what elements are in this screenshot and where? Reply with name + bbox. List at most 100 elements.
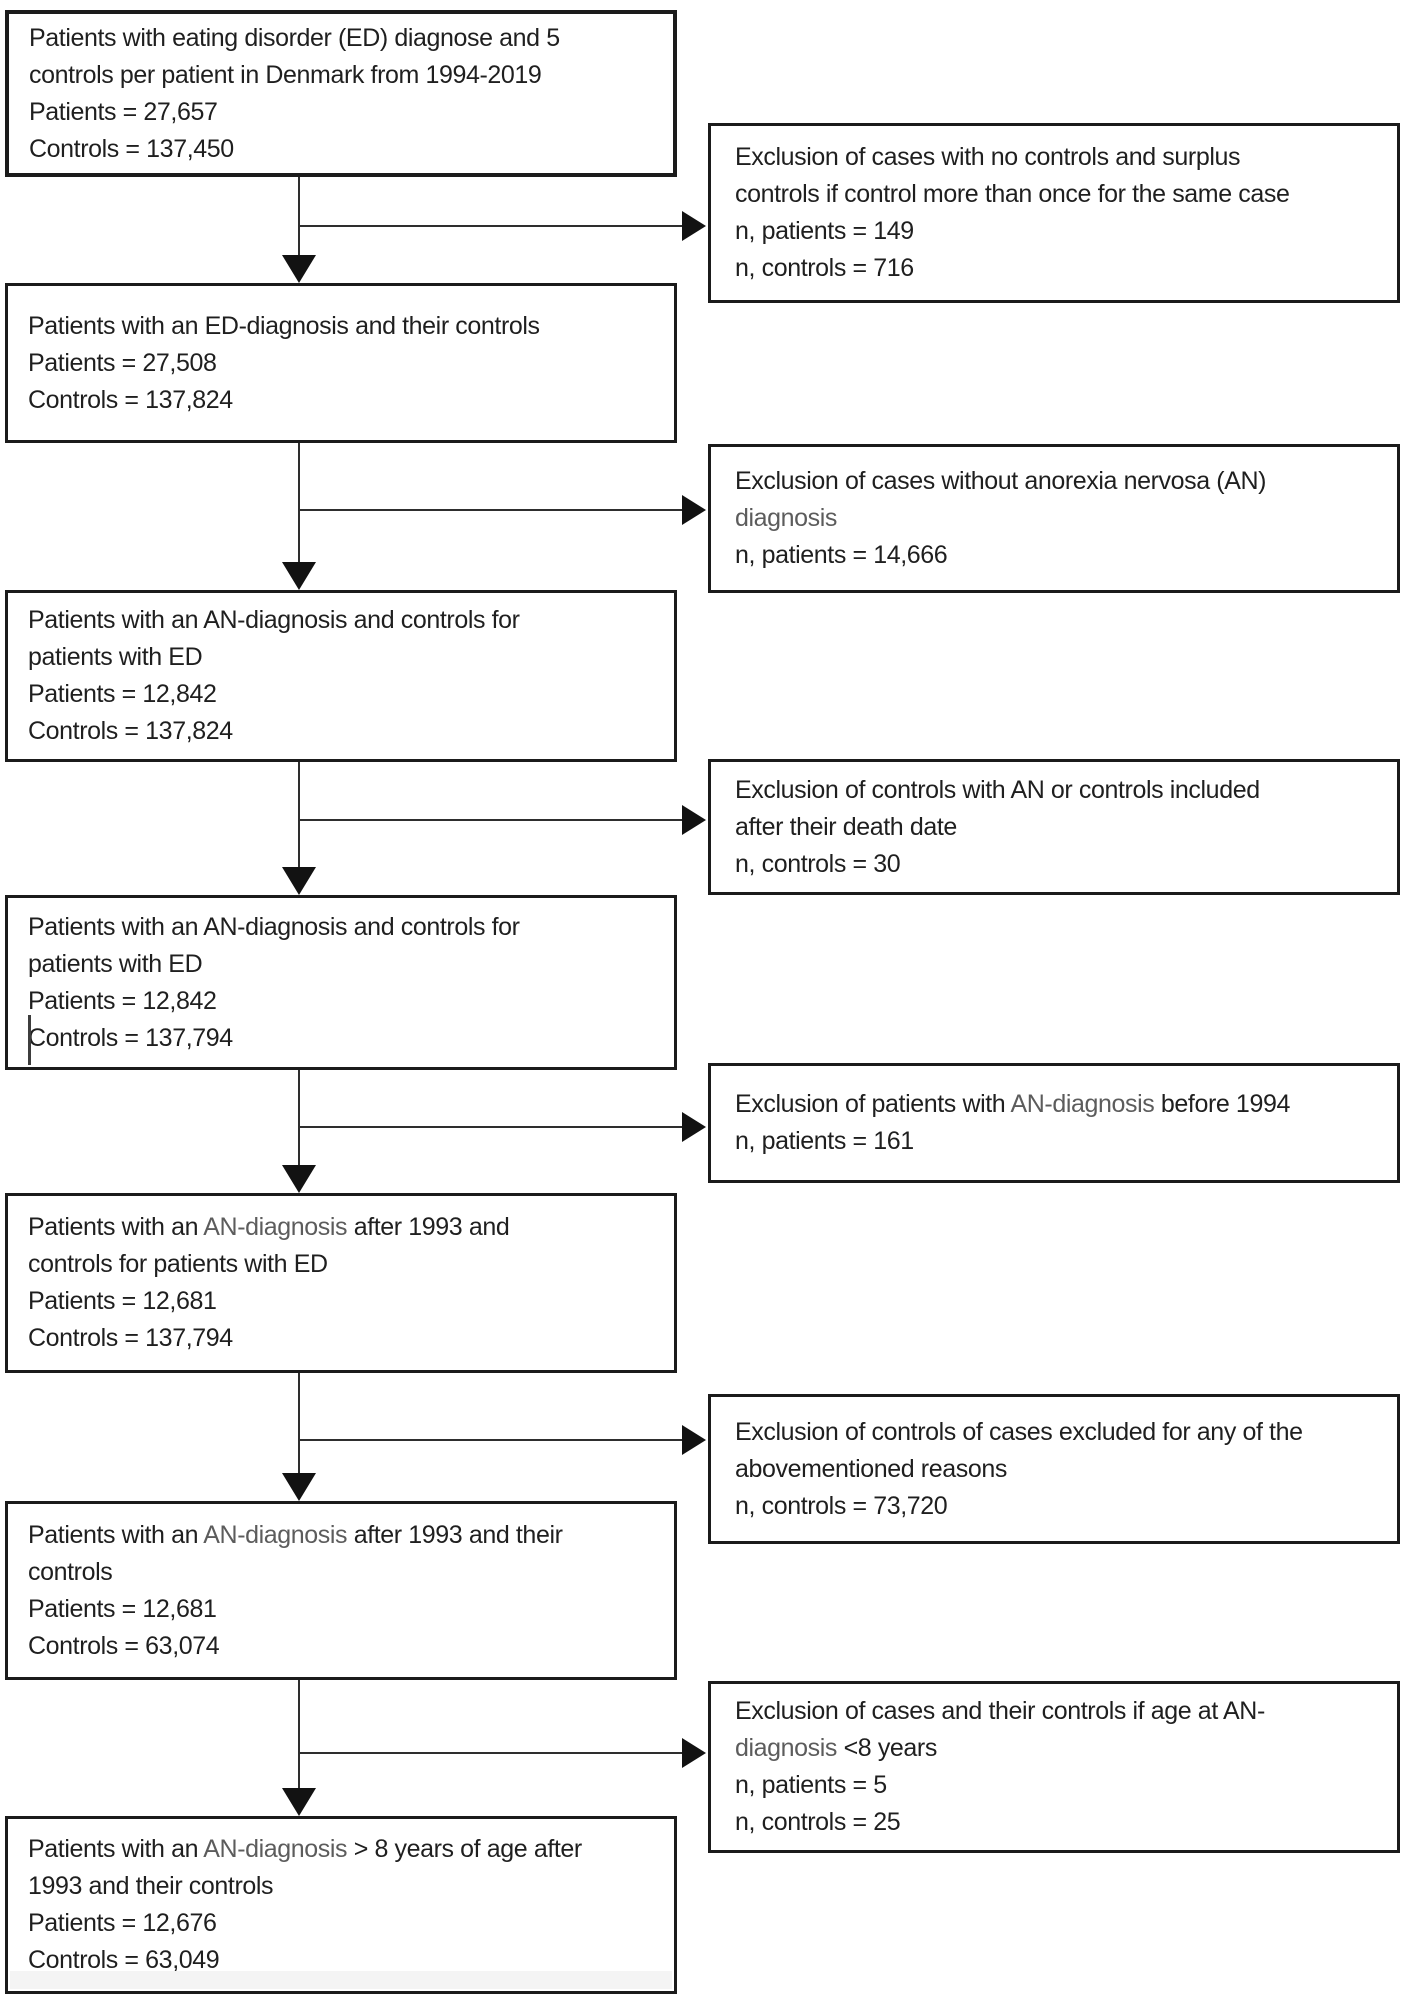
text-segment: Patients with an AN-diagnosis and contro… [28, 912, 520, 941]
arrowhead-right-4 [682, 1112, 706, 1142]
text-line: Controls = 137,450 [29, 131, 653, 168]
text-segment: Patients with an ED-diagnosis and their … [28, 311, 540, 340]
text-line: Exclusion of controls of cases excluded … [735, 1414, 1373, 1451]
arrowhead-right-3 [682, 805, 706, 835]
text-line: Exclusion of patients with AN-diagnosis … [735, 1086, 1373, 1123]
text-segment: n, controls = 30 [735, 849, 901, 878]
text-line: Patients with an AN-diagnosis and contro… [28, 909, 654, 946]
text-segment: Patients = 27,508 [28, 348, 217, 377]
exclusion-box-without-an: Exclusion of cases without anorexia nerv… [708, 444, 1400, 593]
text-segment: after 1993 and their [347, 1520, 563, 1549]
text-line: controls [28, 1554, 654, 1591]
text-segment: after 1993 and [347, 1213, 510, 1241]
flow-box-ed-diagnosis: Patients with an ED-diagnosis and their … [5, 283, 677, 443]
text-line: patients with ED [28, 639, 654, 676]
text-segment: Patients with an [28, 1835, 204, 1863]
text-line: n, patients = 5 [735, 1767, 1373, 1804]
muted-text-segment: AN-diagnosis [203, 1835, 348, 1863]
text-line: Patients = 12,681 [28, 1591, 654, 1628]
connector-branch-5 [299, 1439, 682, 1441]
text-segment: n, controls = 25 [735, 1808, 901, 1836]
flow-box-final-cohort: Patients with an AN-diagnosis > 8 years … [5, 1816, 677, 1994]
text-segment: Controls = 63,074 [28, 1631, 220, 1660]
arrowhead-down-1 [282, 255, 316, 283]
text-segment: Exclusion of cases and their controls if… [735, 1697, 1265, 1725]
arrowhead-down-4 [282, 1165, 316, 1193]
text-segment: 1993 and their controls [28, 1872, 274, 1900]
exclusion-box-controls-an-death: Exclusion of controls with AN or control… [708, 759, 1400, 895]
muted-text-segment: AN-diagnosis [1010, 1090, 1155, 1118]
text-segment: Patients with an AN-diagnosis and contro… [28, 606, 520, 634]
flow-box-source-population: Patients with eating disorder (ED) diagn… [5, 10, 677, 177]
connector-branch-4 [299, 1126, 682, 1128]
muted-text-segment: diagnosis [735, 504, 838, 532]
connector-branch-6 [299, 1752, 682, 1754]
text-segment: Controls = 63,049 [28, 1946, 220, 1974]
text-line: 1993 and their controls [28, 1868, 654, 1905]
arrowhead-down-2 [282, 562, 316, 590]
text-line: abovementioned reasons [735, 1451, 1373, 1488]
text-line: Controls = 137,794 [28, 1020, 654, 1057]
text-line: n, patients = 14,666 [735, 537, 1373, 574]
connector-down-2 [298, 443, 300, 562]
text-segment: Controls = 137,450 [29, 134, 234, 163]
text-segment: n, patients = 149 [735, 217, 914, 245]
arrowhead-down-5 [282, 1473, 316, 1501]
text-line: Patients = 27,508 [28, 345, 654, 382]
text-segment: Patients = 12,842 [28, 986, 217, 1015]
text-segment: Exclusion of cases without anorexia nerv… [735, 467, 1267, 495]
text-line: Controls = 63,049 [28, 1942, 654, 1979]
connector-branch-2 [299, 509, 682, 511]
text-line: Patients = 12,842 [28, 983, 654, 1020]
text-line: Patients = 12,842 [28, 676, 654, 713]
flow-box-an-diagnosis-controls-ed: Patients with an AN-diagnosis and contro… [5, 590, 677, 762]
exclusion-box-no-controls-surplus: Exclusion of cases with no controls and … [708, 123, 1400, 303]
text-segment: Controls = 137,824 [28, 385, 233, 414]
text-segment: controls for patients with ED [28, 1250, 328, 1278]
text-segment: Patients = 12,681 [28, 1287, 217, 1315]
exclusion-box-before-1994: Exclusion of patients with AN-diagnosis … [708, 1063, 1400, 1183]
text-segment: Exclusion of cases with no controls and … [735, 143, 1241, 171]
text-line: n, controls = 30 [735, 846, 1373, 883]
text-line: n, patients = 149 [735, 213, 1373, 250]
text-segment: patients with ED [28, 949, 203, 978]
muted-text-segment: AN-diagnosis [203, 1520, 348, 1549]
text-segment: controls [28, 1557, 113, 1586]
text-segment: n, controls = 73,720 [735, 1491, 948, 1520]
text-segment: after their death date [735, 812, 957, 841]
text-segment: Patients = 27,657 [29, 97, 218, 126]
text-cursor-artifact [28, 1015, 31, 1065]
connector-down-3 [298, 762, 300, 867]
text-segment: before 1994 [1154, 1090, 1290, 1118]
flow-box-an-diagnosis-controls-ed-2: Patients with an AN-diagnosis and contro… [5, 895, 677, 1070]
text-line: Patients with an AN-diagnosis > 8 years … [28, 1831, 654, 1868]
text-line: n, controls = 716 [735, 250, 1373, 287]
text-line: Controls = 137,794 [28, 1320, 654, 1357]
text-line: controls for patients with ED [28, 1246, 654, 1283]
text-line: Patients with eating disorder (ED) diagn… [29, 20, 653, 57]
text-segment: Patients = 12,676 [28, 1909, 217, 1937]
text-segment: Patients with eating disorder (ED) diagn… [29, 23, 560, 52]
arrowhead-right-6 [682, 1738, 706, 1768]
flow-box-an-after-1993-their-controls: Patients with an AN-diagnosis after 1993… [5, 1501, 677, 1680]
text-line: Patients with an AN-diagnosis and contro… [28, 602, 654, 639]
text-line: Controls = 63,074 [28, 1628, 654, 1665]
text-segment: n, patients = 161 [735, 1127, 914, 1155]
exclusion-box-age-under-8: Exclusion of cases and their controls if… [708, 1681, 1400, 1853]
text-line: patients with ED [28, 946, 654, 983]
text-segment: Controls = 137,794 [28, 1324, 233, 1352]
text-segment: > 8 years of age after [347, 1835, 583, 1863]
arrowhead-right-5 [682, 1425, 706, 1455]
text-line: diagnosis <8 years [735, 1730, 1373, 1767]
muted-text-segment: AN-diagnosis [203, 1213, 348, 1241]
arrowhead-down-6 [282, 1788, 316, 1816]
arrowhead-down-3 [282, 867, 316, 895]
text-line: diagnosis [735, 500, 1373, 537]
muted-text-segment: diagnosis [735, 1734, 838, 1762]
text-line: n, patients = 161 [735, 1123, 1373, 1160]
text-segment: <8 years [837, 1734, 938, 1762]
arrowhead-right-1 [682, 211, 706, 241]
text-line: Patients = 12,676 [28, 1905, 654, 1942]
text-line: Controls = 137,824 [28, 713, 654, 750]
